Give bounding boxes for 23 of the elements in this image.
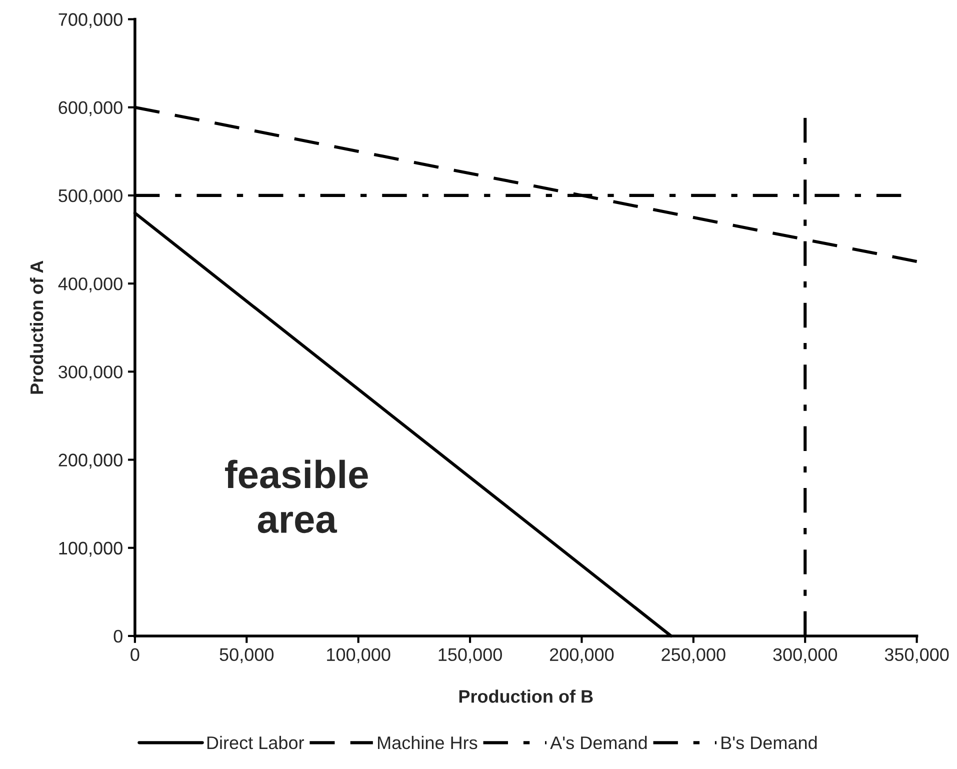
x-axis-title: Production of B: [459, 690, 593, 703]
annotation: feasible area: [225, 460, 368, 534]
legend-label: Direct Labor: [207, 736, 304, 750]
x-tick-label: 200,000: [550, 648, 614, 664]
x-tick-label: 150,000: [438, 648, 502, 664]
legend-label: Machine Hrs: [378, 736, 478, 750]
y-tick-label: 600,000: [58, 101, 122, 116]
legend-label: B's Demand: [722, 736, 817, 750]
x-tick-label: 100,000: [327, 648, 390, 664]
legend-label: A's Demand: [550, 736, 647, 750]
x-tick-label: 250,000: [662, 648, 726, 664]
y-tick-label: 400,000: [58, 277, 122, 292]
y-tick-label: 700,000: [58, 13, 122, 28]
x-tick-label: 50,000: [220, 648, 274, 664]
y-axis-title: Production of A: [30, 260, 44, 394]
x-tick-label: 300,000: [773, 648, 838, 664]
y-tick-label: 200,000: [58, 454, 122, 469]
x-tick-label: 350,000: [884, 648, 949, 664]
y-tick-label: 0: [114, 630, 122, 643]
x-tick-label: 0: [130, 648, 140, 662]
y-tick-label: 500,000: [58, 189, 122, 204]
y-tick-label: 300,000: [58, 366, 122, 380]
y-tick-label: 100,000: [59, 542, 122, 557]
